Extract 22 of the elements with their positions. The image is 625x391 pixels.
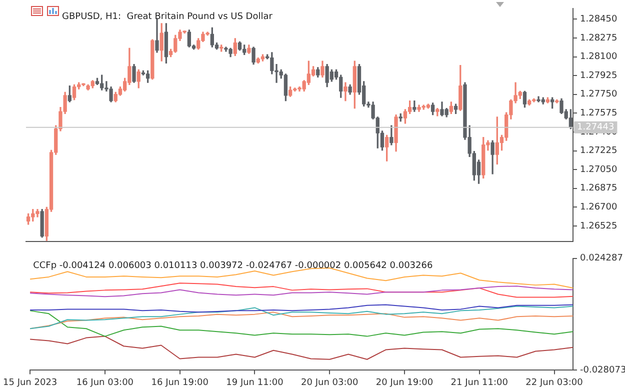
y-tick-label: 1.27050 — [580, 164, 618, 175]
x-tick-label: 15 Jun 2023 — [3, 378, 58, 388]
y-tick-label: 1.26875 — [580, 184, 618, 194]
y-tick-label: 1.27925 — [580, 70, 618, 81]
x-tick-label: 22 Jun 03:00 — [526, 378, 584, 388]
y-tick-label: 1.28450 — [580, 14, 618, 24]
x-tick-label: 20 Jun 19:00 — [376, 378, 434, 388]
y-tick-label: 1.26525 — [580, 221, 618, 232]
y-tick-label: 0.024287 — [580, 254, 623, 264]
y-tick-label: 1.28275 — [580, 33, 618, 44]
y-tick-label: 1.27575 — [580, 108, 618, 119]
y-tick-label: 1.27750 — [580, 90, 618, 100]
chart-title: GBPUSD, H1: Great Britain Pound vs US Dollar — [62, 12, 273, 22]
x-tick-label: 20 Jun 03:00 — [301, 378, 358, 388]
x-tick-label: 16 Jun 19:00 — [151, 378, 209, 388]
annotation: CCFp -0.004124 0.006003 0.010113 0.003972 -0.024767 -0.000002 0.005642 0.003266 — [33, 261, 433, 272]
x-tick-label: 16 Jun 03:00 — [76, 378, 134, 388]
y-tick-label: 1.26700 — [580, 202, 618, 213]
y-tick-label: 1.28100 — [580, 52, 618, 62]
x-tick-label: 21 Jun 11:00 — [450, 378, 508, 388]
y-tick-label: 1.27225 — [580, 146, 618, 156]
x-tick-label: 19 Jun 11:00 — [226, 378, 284, 388]
